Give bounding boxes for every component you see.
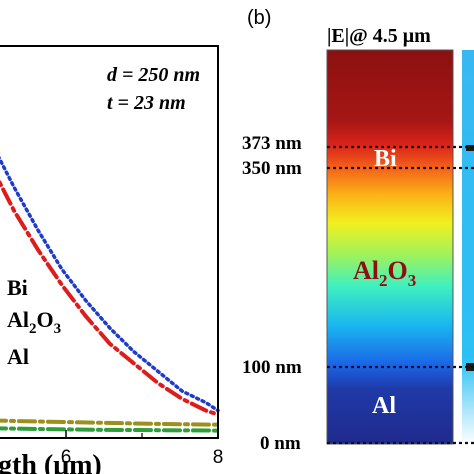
panel-b-label: (b) bbox=[247, 7, 271, 29]
panel-a-series-line-1 bbox=[0, 155, 220, 413]
panel-b-layer-al2o3-al: Al bbox=[353, 256, 379, 285]
panel-a-x-tick-label-8: 8 bbox=[213, 447, 224, 468]
panel-a-annotation-t: t = 23 nm bbox=[107, 92, 186, 114]
panel-b-adjacent-map-strip bbox=[462, 50, 474, 444]
panel-a-series-line-4 bbox=[0, 426, 220, 433]
panel-a-legend-al2o3-o: O bbox=[37, 307, 54, 332]
panel-b-layer-al: Al bbox=[372, 393, 396, 419]
panel-b-tick-0: 0 nm bbox=[260, 433, 301, 454]
panel-b-field-map: (b) |E|@ 4.5 μm 373 nm 350 nm 100 nm 0 n… bbox=[242, 7, 474, 454]
panel-b-layer-al2o3: Al2O3 bbox=[353, 256, 416, 290]
panel-a-xlabel: gth (μm) bbox=[0, 450, 102, 474]
panel-b-layer-al2o3-sub3: 3 bbox=[408, 271, 417, 290]
panel-a-x-tick-label-6: 6 bbox=[61, 447, 72, 468]
panel-a-series-line-2 bbox=[0, 178, 220, 417]
panel-b-tick-100: 100 nm bbox=[242, 357, 302, 378]
panel-b-tick-373: 373 nm bbox=[242, 133, 302, 154]
panel-a-legend-al2o3-sub3: 3 bbox=[54, 321, 62, 337]
panel-b-tick-350: 350 nm bbox=[242, 158, 302, 179]
panel-a-frame bbox=[0, 45, 219, 439]
panel-b-layer-bi: Bi bbox=[374, 146, 397, 172]
panel-a-legend-al2o3: Al2O3 bbox=[7, 307, 61, 337]
panel-a-annotation-d: d = 250 nm bbox=[107, 64, 200, 86]
panel-a-line-chart: 6 8 d = 250 nm t = 23 nm Bi Al2O3 Al gth… bbox=[0, 45, 224, 474]
panel-a-series-line-3 bbox=[0, 418, 220, 427]
panel-a-legend-al: Al bbox=[7, 344, 29, 369]
panel-a-legend-al2o3-sub2: 2 bbox=[29, 321, 37, 337]
panel-b-field-heatmap bbox=[327, 50, 453, 444]
panel-b-adjacent-marker-2 bbox=[466, 363, 474, 371]
panel-b-layer-al2o3-o: O bbox=[388, 256, 408, 285]
panel-b-adjacent-marker-1 bbox=[466, 145, 474, 151]
panel-b-layer-al2o3-sub2: 2 bbox=[379, 271, 388, 290]
panel-a-legend-bi: Bi bbox=[7, 275, 28, 300]
panel-a-series-group bbox=[0, 155, 220, 433]
panel-b-title: |E|@ 4.5 μm bbox=[327, 25, 431, 47]
panel-a-legend-al2o3-al: Al bbox=[7, 307, 29, 332]
